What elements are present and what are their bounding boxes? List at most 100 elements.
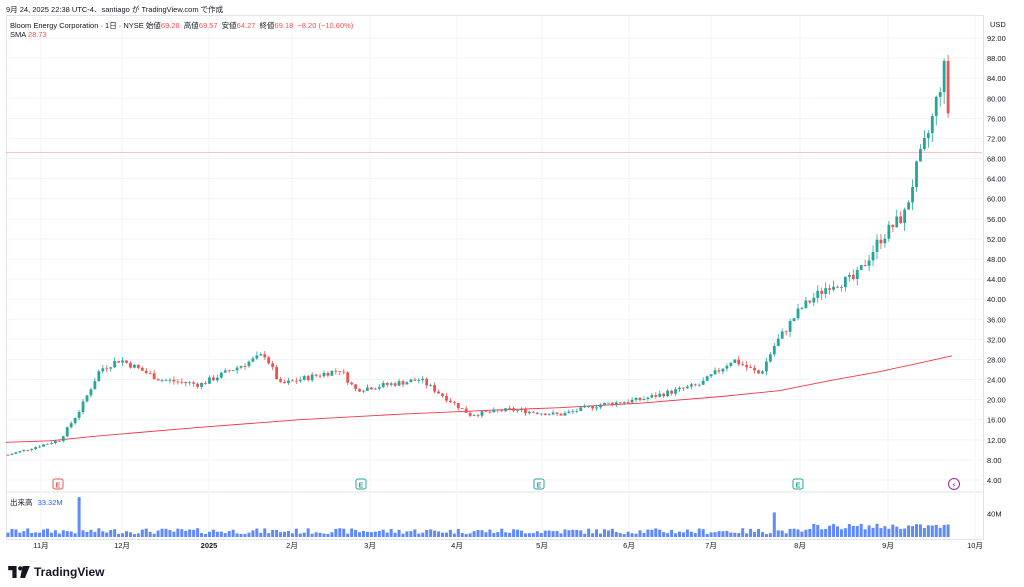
y-tick-label: 16.00 <box>987 416 1006 425</box>
volume-bar <box>610 528 614 537</box>
candle-body <box>618 402 622 404</box>
volume-bar <box>602 529 606 537</box>
volume-bar <box>685 529 689 537</box>
volume-bar <box>828 525 832 537</box>
sma-legend[interactable]: SMA 28.73 <box>10 30 49 39</box>
candle-body <box>121 360 124 363</box>
candle-body <box>539 413 543 415</box>
volume-bar <box>938 527 942 537</box>
volume-bar <box>539 533 543 537</box>
candle-body <box>362 390 365 392</box>
chart-panel[interactable] <box>6 15 984 540</box>
candle-body <box>761 371 764 374</box>
candle-body <box>271 363 275 368</box>
candle-body <box>425 378 429 386</box>
candle-body <box>599 404 602 408</box>
candle-body <box>547 414 551 416</box>
volume-bar <box>464 533 468 537</box>
candle-body <box>654 395 658 397</box>
symbol-legend[interactable]: Bloom Energy Corporation · 1日 · NYSE 始値6… <box>10 20 355 31</box>
volume-bar <box>780 530 784 537</box>
candle-body <box>634 397 638 400</box>
volume-bar <box>314 532 318 537</box>
candle-body <box>595 407 598 409</box>
candle-body <box>575 410 579 412</box>
sma-label: SMA <box>10 30 26 39</box>
candle-body <box>421 378 425 381</box>
volume-bar <box>117 533 121 537</box>
candle-body <box>792 318 796 322</box>
volume-bar <box>417 533 421 537</box>
candle-body <box>346 372 350 383</box>
volume-bar <box>125 531 128 537</box>
candle-body <box>674 389 677 394</box>
volume-bar <box>326 534 330 537</box>
brand-logo[interactable]: TradingView <box>8 565 104 579</box>
candle-body <box>409 379 413 383</box>
candle-body <box>535 412 539 414</box>
candle-body <box>804 300 808 308</box>
candle-body <box>385 382 389 385</box>
volume-bar <box>259 532 263 537</box>
volume-bar <box>61 530 65 537</box>
earnings-markers: E E E E ⚡ <box>52 478 960 490</box>
candle-body <box>168 379 172 381</box>
volume-bar <box>322 533 326 537</box>
candle-body <box>38 446 41 448</box>
candle-body <box>567 411 571 413</box>
volume-bar <box>136 533 140 537</box>
candle-body <box>559 413 563 416</box>
volume-bar <box>196 528 200 537</box>
volume-legend[interactable]: 出来高 33.32M <box>10 497 63 508</box>
volume-bar <box>583 533 587 537</box>
candle-body <box>30 449 34 450</box>
y-tick-label: 36.00 <box>987 315 1006 324</box>
volume-bar <box>219 531 223 537</box>
candle-body <box>812 297 816 303</box>
candle-body <box>452 402 456 404</box>
candle-body <box>587 406 591 407</box>
candle-body <box>188 382 192 384</box>
candle-body <box>638 397 642 401</box>
candle-body <box>579 407 583 411</box>
candle-body <box>61 436 65 442</box>
y-tick-label: 72.00 <box>987 134 1006 143</box>
candle-body <box>322 372 326 377</box>
candle-body <box>844 276 847 288</box>
candle-body <box>772 345 776 355</box>
volume-bar <box>867 525 871 537</box>
y-tick-label: 48.00 <box>987 255 1006 264</box>
candle-body <box>460 408 464 409</box>
candle-body <box>500 410 504 412</box>
volume-bar <box>207 531 211 537</box>
x-tick-label: 11月 <box>33 541 48 550</box>
y-tick-label: 44.00 <box>987 275 1006 284</box>
candle-body <box>192 382 196 384</box>
candle-body <box>366 387 369 391</box>
volume-bar <box>895 526 899 537</box>
y-tick-label: 80.00 <box>987 94 1006 103</box>
candle-body <box>46 443 49 445</box>
candle-body <box>666 390 670 397</box>
x-tick-label: 2月 <box>286 541 298 550</box>
candle-body <box>302 376 306 380</box>
volume-bar <box>749 528 753 537</box>
volume-bar <box>358 532 362 537</box>
volume-bar <box>42 529 46 537</box>
open-value: 69.28 <box>160 21 180 30</box>
candle-body <box>642 399 646 401</box>
volume-bar <box>239 533 243 537</box>
candle-body <box>488 411 492 413</box>
volume-bar <box>429 529 433 537</box>
y-tick-label: 88.00 <box>987 54 1006 63</box>
candle-body <box>354 384 357 389</box>
volume-bar <box>567 530 571 537</box>
volume-bar <box>523 533 527 537</box>
candle-body <box>405 382 409 385</box>
volume-bar <box>650 529 654 537</box>
candle-body <box>136 364 140 368</box>
candle-body <box>65 427 69 437</box>
volume-bar <box>342 528 346 537</box>
candle-body <box>429 384 433 386</box>
